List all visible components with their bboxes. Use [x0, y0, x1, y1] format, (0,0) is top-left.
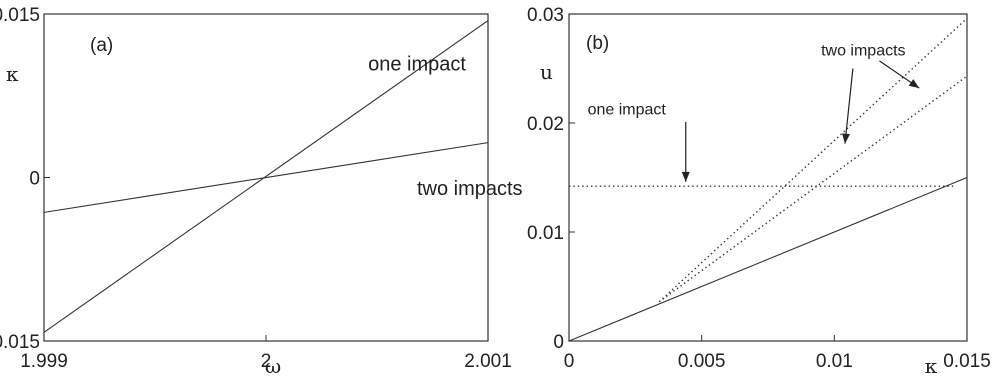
panel-b-y-tick-label: 0: [553, 332, 564, 353]
panel-b-series-line-3: [658, 17, 968, 303]
panel-a-series-line-2: [43, 142, 489, 213]
panel-a-y-axis-label: κ: [6, 62, 19, 86]
panel-a-ticks: 1.999 2 2.001 0.015 0 0.015: [0, 5, 512, 372]
panel-b-x-axis-label: κ: [925, 354, 938, 378]
panel-b-series-line-1: [568, 176, 968, 342]
panel-b-x-tick-label: 0.015: [943, 351, 991, 372]
panel-b-x-tick-label: 0.005: [678, 351, 726, 372]
panel-b-annotations: one impact two impacts: [588, 42, 920, 182]
panel-a-x-tick-label: 1.999: [20, 351, 68, 372]
panel-b-arrow-head-2: [842, 133, 850, 144]
panel-a-annotation-1: one impact: [368, 54, 466, 76]
panel-b-y-axis-label: u: [540, 60, 553, 84]
panel-b-y-tick-label: 0.03: [527, 5, 564, 26]
panel-b-chart: (b) κ u 0 0.005 0.01 0.015 0 0.01 0.02 0.03 one…: [527, 5, 991, 378]
panel-a-series: [43, 20, 489, 333]
panel-a-x-tick-label: 2.001: [464, 351, 512, 372]
panel-a-y-tick-label: 0.015: [0, 332, 40, 353]
panel-a-series-line-1: [43, 20, 489, 333]
panel-b-series-line-4: [658, 75, 968, 303]
panel-b-plot-frame: [568, 13, 968, 342]
panel-b-series: [568, 17, 968, 342]
panel-a-x-tick-label: 2: [261, 351, 272, 372]
panel-a-y-tick-label: 0: [29, 169, 40, 190]
panel-a-annotations: one impact two impacts: [368, 54, 522, 200]
panel-b-annotation-1: one impact: [588, 101, 667, 118]
panel-b-y-tick-label: 0.01: [527, 223, 564, 244]
panel-a-y-tick-label: 0.015: [0, 5, 40, 26]
panel-b-label: (b): [586, 33, 609, 54]
panel-b-arrow-head-3: [908, 79, 920, 89]
panel-b-x-tick-label: 0: [564, 351, 575, 372]
panel-b-arrow-head-1: [681, 171, 690, 182]
panel-b-ticks: 0 0.005 0.01 0.015 0 0.01 0.02 0.03: [527, 5, 991, 372]
panel-a-x-axis-label: ω: [265, 354, 281, 378]
panel-a-chart: (a) ω κ 1.999 2 2.001 0.015 0 0.015 one impac…: [0, 5, 523, 378]
panel-b-x-tick-label: 0.01: [816, 351, 853, 372]
panel-b-annotation-2: two impacts: [821, 42, 905, 59]
panel-b-y-tick-label: 0.02: [527, 114, 564, 135]
panel-a-label: (a): [90, 35, 113, 56]
panel-a-annotation-2: two impacts: [417, 178, 523, 200]
panel-b-arrow-shaft-2: [844, 68, 854, 144]
